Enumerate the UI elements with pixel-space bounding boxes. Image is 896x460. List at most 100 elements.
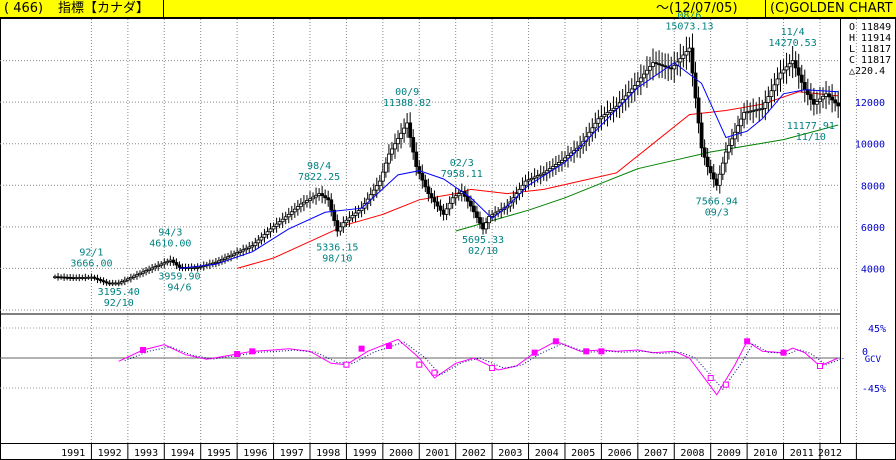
ma-long-line bbox=[455, 124, 839, 232]
candle-body bbox=[104, 281, 109, 284]
candle-body bbox=[92, 276, 97, 279]
annotation-line: 5695.33 bbox=[462, 235, 504, 246]
candle-body bbox=[223, 257, 227, 260]
candle-body bbox=[651, 62, 655, 67]
x-tick-label: 2005 bbox=[571, 448, 595, 459]
candle-body bbox=[836, 102, 841, 107]
candle-body bbox=[344, 219, 349, 224]
quote-low: L 11817 bbox=[849, 44, 891, 55]
candle-body bbox=[529, 177, 534, 181]
candle-body bbox=[736, 125, 740, 133]
candle-body bbox=[265, 231, 270, 235]
candle-body bbox=[353, 212, 358, 216]
candle-body bbox=[553, 164, 558, 167]
gcv-marker bbox=[598, 348, 605, 355]
candle-body bbox=[411, 137, 416, 153]
candle-body bbox=[168, 259, 173, 262]
candle-body bbox=[687, 47, 692, 52]
candle-body bbox=[326, 197, 331, 201]
x-axis-labels: 1991 1992 1993 1994 1995 1996 1997 1998 1999 2000… bbox=[61, 443, 857, 460]
ma_long-line bbox=[455, 124, 839, 232]
candle-body bbox=[77, 277, 82, 279]
y-tick-label: 8000 bbox=[861, 181, 885, 192]
x-tick-label: 2010 bbox=[753, 448, 777, 459]
candle-body bbox=[538, 173, 543, 176]
candle-body bbox=[766, 96, 771, 103]
gcv-marker bbox=[816, 363, 823, 369]
candle-body bbox=[347, 217, 352, 221]
candle-body bbox=[399, 132, 403, 139]
candle-body bbox=[720, 162, 725, 175]
annotation-line: 7958.11 bbox=[441, 169, 483, 180]
candle-body bbox=[420, 172, 425, 181]
candle-body bbox=[821, 96, 825, 100]
x-tick-label: 2012 bbox=[818, 448, 842, 459]
gcv-marker bbox=[489, 365, 496, 371]
annotation-line: 92/1 bbox=[79, 247, 103, 258]
candle-body bbox=[626, 92, 631, 97]
candle-body bbox=[456, 193, 461, 197]
annotation-line: 11388.82 bbox=[383, 98, 431, 109]
candle-body bbox=[802, 81, 807, 91]
candle-body bbox=[311, 196, 315, 200]
annotation-line: 3666.00 bbox=[70, 258, 112, 269]
candle-body bbox=[210, 262, 215, 265]
candle-body bbox=[787, 63, 792, 68]
candle-body bbox=[159, 263, 164, 266]
candle-body bbox=[690, 47, 695, 74]
candle-body bbox=[259, 236, 264, 241]
candle-body bbox=[417, 166, 422, 174]
gcv-marker bbox=[234, 351, 241, 357]
candle-body bbox=[250, 245, 255, 248]
candle-body bbox=[541, 172, 546, 175]
candle-body bbox=[350, 215, 355, 219]
candle-body bbox=[550, 166, 555, 170]
candle-body bbox=[450, 197, 455, 204]
gcv-marker bbox=[140, 347, 147, 353]
candle-body bbox=[323, 195, 328, 199]
annotation-line: 00/9 bbox=[395, 87, 419, 98]
candle-body bbox=[253, 242, 258, 246]
candle-body bbox=[648, 66, 652, 71]
candle-body bbox=[83, 276, 88, 279]
candle-body bbox=[730, 138, 734, 146]
candle-body bbox=[799, 74, 804, 83]
candle-body bbox=[150, 267, 155, 270]
candle-body bbox=[824, 93, 828, 97]
candle-body bbox=[256, 239, 261, 244]
candle-body bbox=[830, 96, 835, 101]
candle-body bbox=[292, 208, 297, 213]
candle-body bbox=[241, 249, 246, 252]
candle-body bbox=[174, 262, 179, 266]
x-tick-label: 2007 bbox=[644, 448, 668, 459]
candle-body bbox=[59, 276, 63, 279]
y-tick-label: 12000 bbox=[855, 98, 885, 109]
candle-body bbox=[726, 145, 731, 153]
candle-body bbox=[426, 186, 431, 195]
candle-body bbox=[790, 60, 795, 65]
candle-body bbox=[217, 260, 221, 263]
candle-body bbox=[560, 159, 564, 163]
candle-body bbox=[693, 72, 698, 99]
candle-body bbox=[220, 259, 224, 262]
candle-body bbox=[714, 178, 719, 186]
candle-body bbox=[520, 184, 525, 190]
x-tick-label: 1995 bbox=[207, 448, 231, 459]
candle-body bbox=[566, 155, 570, 159]
candle-body bbox=[98, 279, 103, 282]
candle-body bbox=[408, 122, 413, 138]
candle-body bbox=[268, 228, 273, 233]
candle-body bbox=[414, 151, 419, 167]
candle-body bbox=[678, 58, 683, 63]
x-tick-label: 1996 bbox=[243, 448, 267, 459]
x-tick-label: 1994 bbox=[170, 448, 194, 459]
candle-body bbox=[226, 256, 230, 259]
annotation-line: 4610.00 bbox=[149, 239, 191, 250]
candle-body bbox=[660, 64, 665, 67]
quote-high: H 11914 bbox=[849, 33, 891, 44]
ma_short-line bbox=[179, 62, 839, 269]
candle-body bbox=[432, 197, 437, 203]
gcv-marker bbox=[416, 361, 423, 368]
gcv-marker bbox=[722, 381, 729, 388]
